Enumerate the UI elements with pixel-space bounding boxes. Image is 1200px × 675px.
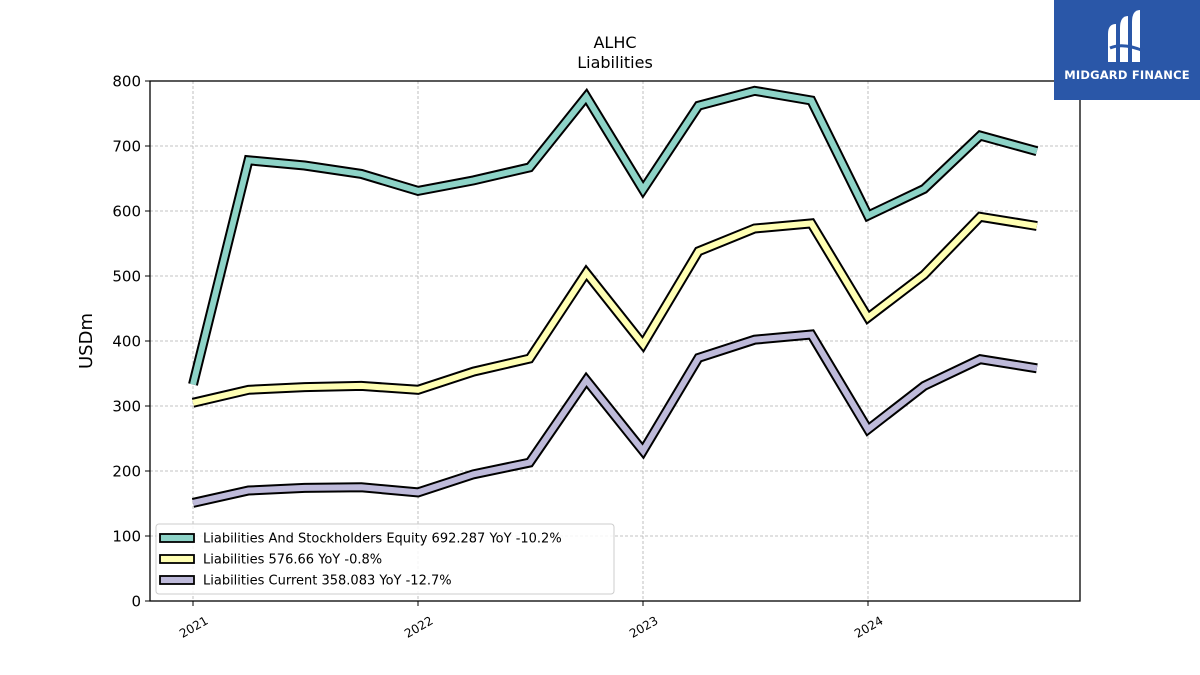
x-tick-label: 2022	[402, 613, 435, 640]
chart-subtitle: Liabilities	[577, 53, 653, 72]
legend-label: Liabilities Current 358.083 YoY -12.7%	[203, 574, 452, 589]
x-tick-label: 2021	[177, 613, 210, 640]
chart-title: ALHC	[593, 33, 636, 52]
series-line-1	[192, 213, 1038, 406]
y-tick-label: 100	[112, 528, 141, 546]
y-axis-label: USDm	[76, 313, 97, 369]
y-tick-label: 400	[112, 333, 141, 351]
legend-swatch	[159, 554, 195, 564]
y-tick-label: 500	[112, 268, 141, 286]
y-tick-label: 300	[112, 398, 141, 416]
y-tick-label: 0	[131, 593, 141, 611]
y-tick-label: 200	[112, 463, 141, 481]
x-tick-label: 2023	[627, 613, 660, 640]
logo-text: MIDGARD FINANCE	[1064, 68, 1190, 82]
legend-swatch	[159, 575, 195, 585]
legend-label: Liabilities 576.66 YoY -0.8%	[203, 553, 382, 568]
series-outline-0	[188, 85, 1039, 386]
x-tick-label: 2024	[852, 613, 885, 640]
series-lines	[188, 85, 1039, 508]
series-line-0	[190, 87, 1038, 386]
series-line-2	[192, 331, 1038, 506]
legend-label: Liabilities And Stockholders Equity 692.…	[203, 532, 562, 547]
legend: Liabilities And Stockholders Equity 692.…	[155, 523, 615, 595]
midgard-finance-logo: MIDGARD FINANCE	[1054, 0, 1200, 100]
y-tick-label: 800	[112, 73, 141, 91]
legend-swatch	[159, 533, 195, 543]
grid	[150, 80, 1080, 602]
y-tick-label: 700	[112, 138, 141, 156]
y-tick-label: 600	[112, 203, 141, 221]
legend-box	[155, 523, 615, 595]
logo-mark-icon	[1108, 10, 1147, 62]
